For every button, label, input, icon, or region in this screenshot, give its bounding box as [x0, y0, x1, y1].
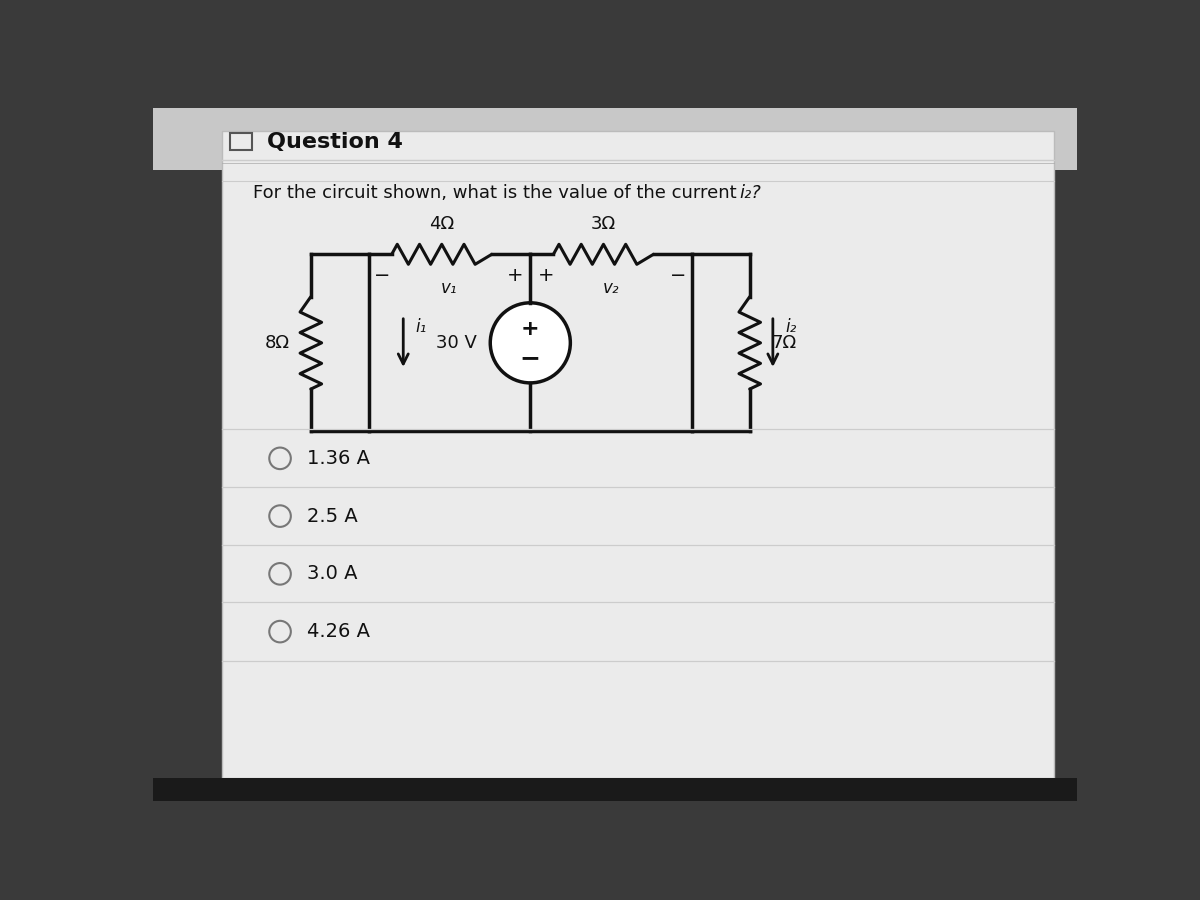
Text: +: + [506, 266, 523, 285]
Bar [154, 778, 1078, 801]
Text: i₂?: i₂? [739, 184, 762, 202]
Text: v₁: v₁ [442, 279, 457, 297]
Text: +: + [521, 319, 540, 339]
Text: v₂: v₂ [602, 279, 619, 297]
Text: i₁: i₁ [415, 319, 427, 337]
Circle shape [269, 563, 290, 585]
Bar [154, 108, 1078, 169]
Text: −: − [670, 266, 686, 285]
Circle shape [269, 505, 290, 526]
Text: 8Ω: 8Ω [264, 334, 289, 352]
Circle shape [269, 621, 290, 643]
Text: −: − [374, 266, 391, 285]
Text: 1.36 A: 1.36 A [307, 449, 370, 468]
Text: 3.0 A: 3.0 A [307, 564, 358, 583]
Text: 4Ω: 4Ω [430, 215, 455, 233]
Text: i₂: i₂ [785, 319, 797, 337]
Text: 4.26 A: 4.26 A [307, 622, 370, 641]
Circle shape [491, 302, 570, 382]
Text: 2.5 A: 2.5 A [307, 507, 358, 526]
Text: 3Ω: 3Ω [590, 215, 616, 233]
Text: Question 4: Question 4 [266, 132, 403, 152]
Text: For the circuit shown, what is the value of the current: For the circuit shown, what is the value… [253, 184, 743, 202]
Text: −: − [520, 346, 541, 370]
Text: 30 V: 30 V [436, 334, 476, 352]
Text: +: + [538, 266, 554, 285]
FancyBboxPatch shape [230, 133, 252, 150]
Text: 7Ω: 7Ω [772, 334, 797, 352]
Circle shape [269, 447, 290, 469]
